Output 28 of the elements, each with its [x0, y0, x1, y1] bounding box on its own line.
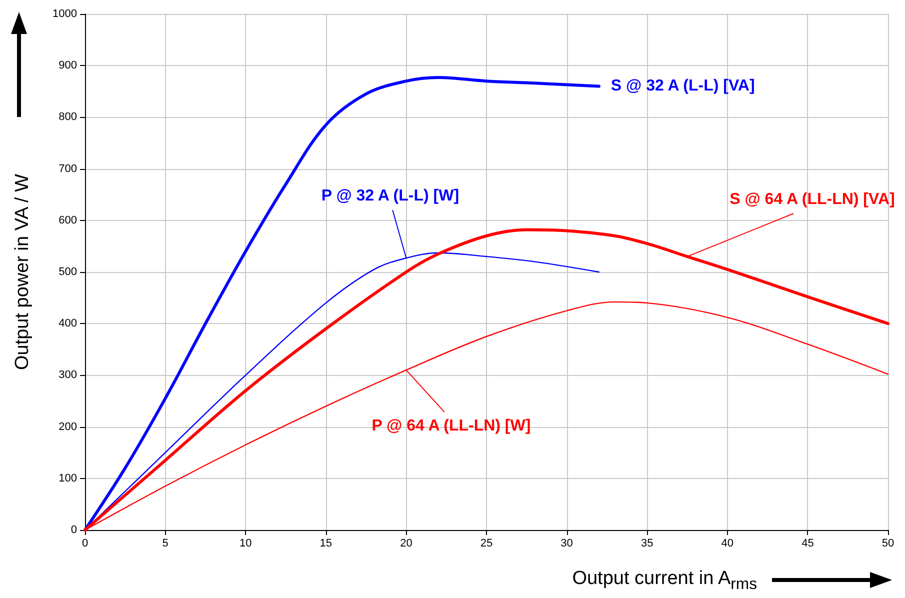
y-tick-label: 500 [58, 266, 77, 278]
y-tick-label: 600 [58, 214, 77, 226]
x-tick-label: 10 [239, 538, 252, 550]
x-tick-label: 5 [162, 538, 168, 550]
x-tick-label: 50 [882, 538, 894, 550]
y-tick-label: 900 [58, 60, 77, 72]
x-tick-label: 45 [802, 538, 814, 550]
y-tick-label: 800 [58, 111, 77, 124]
x-tick-label: 20 [400, 538, 412, 550]
y-tick-label: 700 [58, 162, 77, 175]
x-tick-label: 15 [320, 538, 332, 550]
series-label: S @ 32 A (L-L) [VA] [610, 78, 755, 95]
y-tick-label: 300 [58, 369, 77, 382]
text: P @ 32 A (L-L) [W] [321, 188, 460, 205]
x-axis-title: Output current in A$_{rms}$ [572, 568, 757, 594]
x-tick-label: 40 [721, 538, 734, 550]
text: S @ 64 A (LL-LN) [VA] [730, 191, 895, 208]
x-tick-label: 0 [82, 538, 88, 550]
y-axis-title: Output power in VA / W [12, 174, 33, 370]
x-tick-label: 35 [640, 538, 654, 550]
y-tick-label: 400 [58, 318, 77, 330]
y-tick-label: 200 [58, 420, 77, 433]
x-tick-label: 30 [560, 538, 573, 550]
series-label: P @ 64 A (LL-LN) [W] [372, 418, 531, 435]
y-tick-label: 1000 [52, 8, 77, 20]
y-tick-label: 0 [70, 524, 77, 536]
y-tick-label: 100 [58, 472, 77, 484]
x-tick-label: 25 [480, 538, 493, 550]
